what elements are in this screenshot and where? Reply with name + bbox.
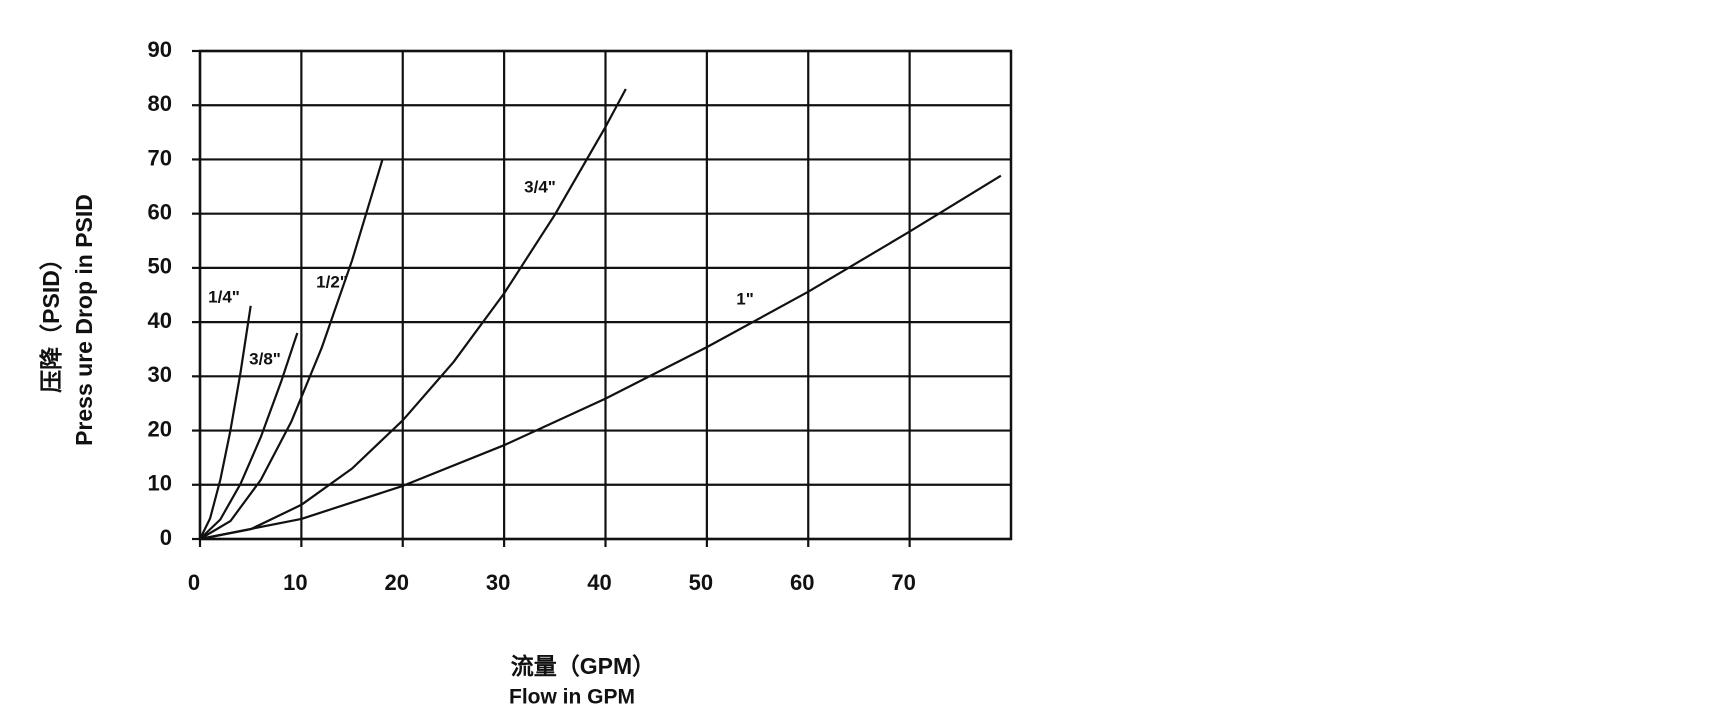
y-tick-label: 70 — [148, 145, 172, 170]
y-tick-label: 90 — [148, 37, 172, 62]
x-tick-label: 50 — [689, 570, 713, 595]
x-axis-title: 流量（GPM） — [511, 653, 655, 679]
y-tick-label: 40 — [148, 308, 172, 333]
x-tick-label: 0 — [188, 570, 200, 595]
y-tick-label: 20 — [148, 416, 172, 441]
x-tick-label: 70 — [891, 570, 915, 595]
x-tick-label: 20 — [385, 570, 409, 595]
series-label: 1/2" — [316, 272, 348, 291]
y-axis-title: 压降（PSID） — [38, 247, 64, 393]
x-tick-label: 40 — [587, 570, 611, 595]
y-tick-label: 60 — [148, 199, 172, 224]
y-tick-label: 30 — [148, 362, 172, 387]
flow-curve — [199, 174, 1002, 541]
x-tick-label: 30 — [486, 570, 510, 595]
plot-frame — [198, 49, 1013, 541]
y-tick-label: 10 — [148, 471, 172, 496]
y-tick-label: 50 — [148, 254, 172, 279]
y-axis-title-en: Press ure Drop in PSID — [71, 194, 97, 446]
flow-curve — [199, 332, 299, 540]
series-label: 1" — [736, 289, 754, 308]
flow-curve — [199, 305, 252, 540]
y-tick-label: 80 — [148, 91, 172, 116]
series-label: 3/8" — [249, 349, 281, 368]
x-axis-title-en: Flow in GPM — [509, 686, 635, 709]
flow-curve — [199, 88, 627, 541]
series-label: 1/4" — [208, 287, 240, 306]
flow-curve — [199, 159, 384, 540]
x-tick-label: 10 — [283, 570, 307, 595]
series-label: 3/4" — [524, 177, 556, 196]
x-tick-label: 60 — [790, 570, 814, 595]
y-tick-label: 0 — [160, 525, 172, 550]
